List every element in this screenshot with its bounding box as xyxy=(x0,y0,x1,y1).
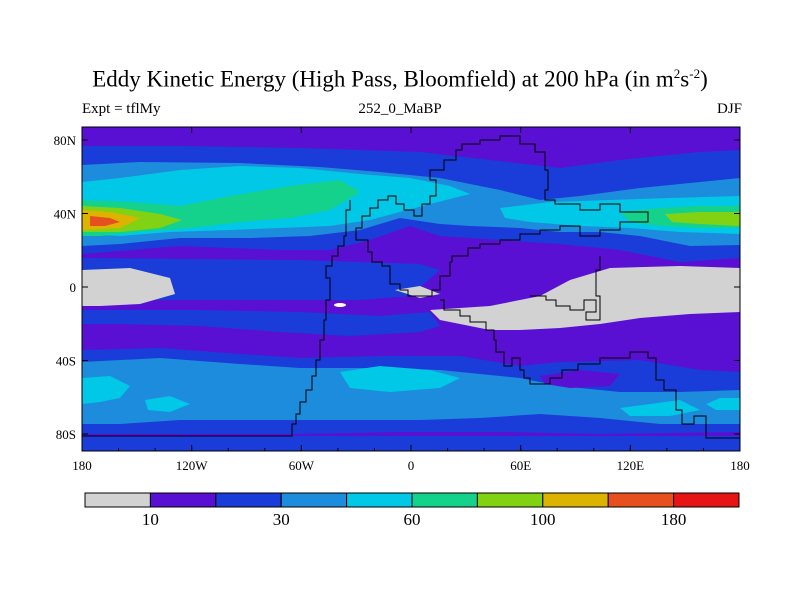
colorbar-swatch xyxy=(411,492,478,508)
experiment-label: Expt = tflMy xyxy=(82,101,161,117)
fill-north-yellow-east xyxy=(665,212,740,226)
fill-gray-atlantic xyxy=(82,268,175,306)
colorbar-label: 10 xyxy=(142,510,159,529)
fill-gray-eastern xyxy=(430,266,740,330)
lat-tick-label: 40S xyxy=(56,354,76,369)
lat-tick-label: 40N xyxy=(54,207,77,222)
colorbar-label: 100 xyxy=(530,510,556,529)
lat-tick-label: 0 xyxy=(70,280,77,295)
fill-trop-blue-south xyxy=(82,310,440,336)
lon-tick-label: 180 xyxy=(72,458,92,473)
fill-south-cyan-mid xyxy=(145,396,190,412)
fill-south-purple xyxy=(540,370,620,388)
fill-south-cyan-far xyxy=(706,398,740,410)
colorbar-swatch xyxy=(346,492,413,508)
subtitle-center: 252_0_MaBP xyxy=(358,101,442,117)
season-label: DJF xyxy=(716,101,742,117)
lon-tick-label: 60E xyxy=(510,458,531,473)
lon-tick-label: 0 xyxy=(408,458,415,473)
coastline-americas xyxy=(82,200,351,437)
lat-tick-label: 80N xyxy=(54,133,77,148)
lon-tick-label: 120E xyxy=(617,458,645,473)
fill-south-polar-band xyxy=(82,436,740,451)
fill-south-cyan-west xyxy=(82,376,130,404)
fill-gray-ocean xyxy=(395,286,440,298)
colorbar-swatch xyxy=(215,492,282,508)
colorbar-swatch xyxy=(84,492,151,508)
fill-white-spot xyxy=(334,303,346,307)
colorbar-label: 180 xyxy=(661,510,687,529)
colorbar-swatch xyxy=(280,492,348,508)
latitude-axis: 80N 40N 0 40S 80S xyxy=(54,133,740,442)
colorbar-swatch xyxy=(149,492,217,508)
colorbar-swatch xyxy=(607,492,675,508)
colorbar-swatch xyxy=(476,492,544,508)
colorbar-swatch xyxy=(542,492,609,508)
fill-south-cyan-pac xyxy=(340,366,460,392)
lon-tick-label: 120W xyxy=(176,458,209,473)
colorbar xyxy=(84,492,740,508)
fill-south-mblue xyxy=(82,358,740,424)
colorbar-swatch xyxy=(673,492,740,508)
fill-south-cyan-east xyxy=(620,400,700,416)
coastline-east xyxy=(440,299,740,439)
lon-tick-label: 60W xyxy=(289,458,315,473)
coastline-north xyxy=(355,135,649,297)
longitude-axis: 180 120W 60W 0 60E 120E 180 xyxy=(72,127,750,473)
colorbar-label: 30 xyxy=(273,510,290,529)
coastline-interior xyxy=(530,256,601,321)
fill-north-red xyxy=(90,216,120,226)
chart-title: Eddy Kinetic Energy (High Pass, Bloomfie… xyxy=(92,66,708,92)
contour-field xyxy=(82,127,740,451)
lon-tick-label: 180 xyxy=(730,458,750,473)
colorbar-labels: 10 30 60 100 180 xyxy=(142,510,686,529)
colorbar-label: 60 xyxy=(404,510,421,529)
lat-tick-label: 80S xyxy=(56,427,76,442)
